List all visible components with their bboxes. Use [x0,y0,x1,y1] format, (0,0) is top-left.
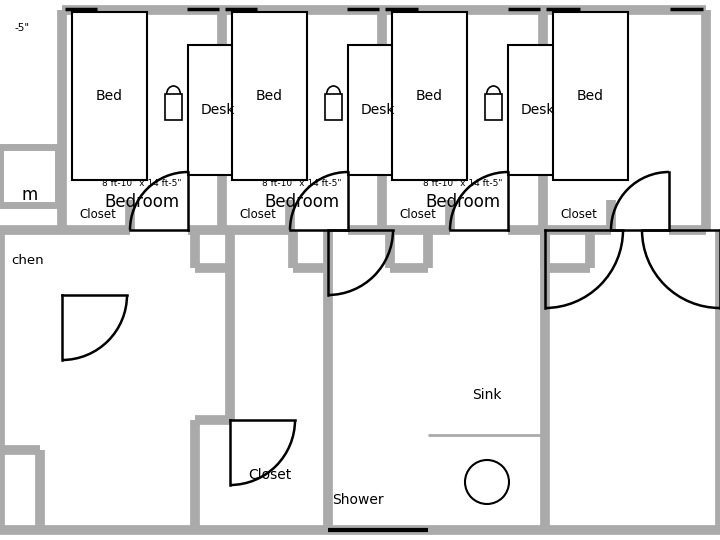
Bar [553,12,628,180]
Text: Bed: Bed [416,89,443,103]
Text: Sink: Sink [472,388,502,402]
Text: Bed: Bed [96,89,123,103]
Bar [72,12,147,180]
Text: chen: chen [12,253,45,267]
Text: Desk: Desk [521,103,555,117]
Text: 8 ft-10" x 14 ft-5": 8 ft-10" x 14 ft-5" [262,179,342,188]
Text: Closet: Closet [80,207,117,220]
Text: m: m [22,186,38,204]
Bar [0,147,58,205]
Text: Bedroom: Bedroom [425,193,500,211]
Bar [485,94,502,120]
Text: -5": -5" [14,23,30,33]
Text: Bed: Bed [256,89,283,103]
Text: 8 ft-10" x 14 ft-5": 8 ft-10" x 14 ft-5" [102,179,181,188]
Bar [165,94,182,120]
Bar [325,94,342,120]
Text: Closet: Closet [240,207,276,220]
Bar [392,12,467,180]
Text: Bedroom: Bedroom [104,193,179,211]
Text: Closet: Closet [248,468,292,482]
Text: Desk: Desk [361,103,395,117]
Bar [188,45,248,175]
Text: Closet: Closet [561,207,598,220]
Text: Shower: Shower [332,493,384,507]
Bar [348,45,408,175]
Text: Bedroom: Bedroom [264,193,340,211]
Text: Desk: Desk [201,103,235,117]
Text: 8 ft-10" x 14 ft-5": 8 ft-10" x 14 ft-5" [423,179,503,188]
Bar [508,45,568,175]
Text: Closet: Closet [400,207,436,220]
Circle shape [465,460,509,504]
Bar [232,12,307,180]
Text: Bed: Bed [577,89,604,103]
